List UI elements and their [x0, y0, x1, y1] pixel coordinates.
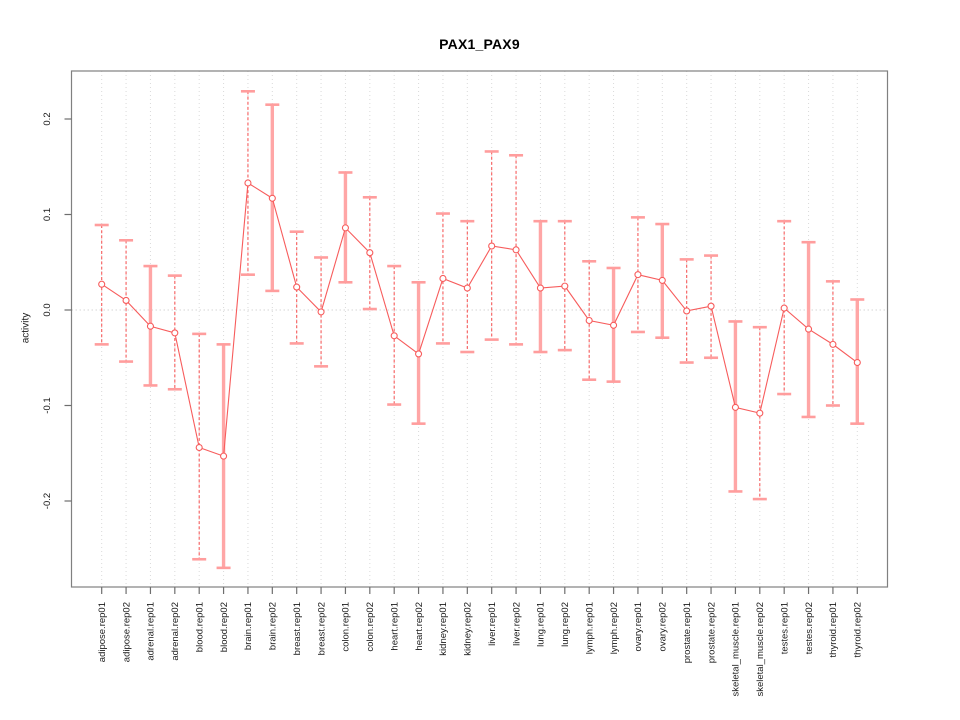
x-tick-label: skeletal_muscle.rep01 — [731, 602, 742, 697]
data-point-marker — [390, 332, 398, 340]
y-tick-label: -0.1 — [42, 397, 53, 413]
data-point-marker — [463, 284, 471, 292]
x-tick-label: liver.rep01 — [487, 602, 498, 646]
x-tick-label: colon.rep02 — [365, 602, 376, 652]
chart-title: PAX1_PAX9 — [439, 36, 520, 52]
data-point-marker — [220, 452, 228, 460]
data-point-marker — [488, 242, 496, 250]
data-point-marker — [171, 329, 179, 337]
x-tick-label: blood.rep02 — [219, 602, 230, 652]
data-point-marker — [317, 308, 325, 316]
plot-frame — [70, 70, 889, 588]
x-tick-label: lymph.rep02 — [609, 602, 620, 654]
x-tick-label: breast.rep01 — [292, 602, 303, 655]
data-point-marker — [98, 280, 106, 288]
y-axis-title: activity — [20, 312, 32, 344]
x-tick-label: lymph.rep01 — [584, 602, 595, 654]
data-point-marker — [853, 358, 861, 367]
x-tick-label: testes.rep01 — [779, 602, 790, 654]
data-point-marker — [341, 224, 349, 232]
x-tick-label: lung.rep01 — [536, 602, 547, 647]
data-point-marker — [146, 322, 154, 330]
x-tick-label: colon.rep01 — [341, 602, 352, 652]
x-tick-label: breast.rep02 — [316, 602, 327, 655]
x-tick-label: thyroid.rep01 — [828, 602, 839, 657]
x-tick-label: ovary.rep02 — [658, 602, 669, 651]
data-point-marker — [707, 302, 715, 310]
x-tick-label: adipose.rep02 — [121, 602, 132, 662]
data-point-marker — [683, 307, 691, 315]
data-point-marker — [536, 284, 544, 292]
data-point-marker — [805, 325, 813, 333]
y-tick-label: 0.0 — [42, 303, 53, 316]
data-point-marker — [585, 316, 593, 325]
data-point-marker — [122, 296, 130, 305]
data-point-marker — [658, 276, 666, 284]
x-tick-label: lung.rep02 — [560, 602, 571, 647]
data-point-marker — [610, 321, 618, 329]
x-tick-label: ovary.rep01 — [633, 602, 644, 651]
data-point-marker — [731, 403, 739, 411]
x-tick-label: kidney.rep02 — [463, 602, 474, 656]
x-tick-label: prostate.rep01 — [682, 602, 693, 663]
y-tick-label: -0.2 — [42, 493, 53, 509]
data-point-marker — [439, 274, 447, 283]
x-tick-label: testes.rep02 — [804, 602, 815, 654]
data-point-marker — [756, 409, 764, 417]
series-line — [101, 182, 858, 457]
data-point-marker — [415, 350, 423, 358]
x-tick-label: adipose.rep01 — [97, 602, 108, 662]
x-tick-label: adrenal.rep01 — [146, 602, 157, 661]
data-point-marker — [780, 304, 788, 312]
data-point-marker — [293, 283, 301, 291]
x-tick-label: kidney.rep01 — [438, 602, 449, 656]
data-point-marker — [244, 179, 252, 187]
x-tick-label: thyroid.rep02 — [853, 602, 864, 657]
data-point-marker — [634, 271, 642, 279]
x-tick-label: adrenal.rep02 — [170, 602, 181, 661]
data-point-marker — [561, 282, 569, 290]
x-tick-label: prostate.rep02 — [706, 602, 717, 663]
y-tick-label: 0.2 — [42, 112, 53, 125]
data-point-marker — [268, 194, 276, 202]
data-point-marker — [829, 340, 837, 348]
x-tick-label: skeletal_muscle.rep02 — [755, 602, 766, 697]
data-point-marker — [366, 249, 374, 257]
data-point-marker — [512, 246, 520, 254]
x-tick-label: heart.rep01 — [389, 602, 400, 651]
y-tick-label: 0.1 — [42, 208, 53, 221]
x-tick-label: heart.rep02 — [414, 602, 425, 651]
x-tick-label: blood.rep01 — [194, 602, 205, 652]
data-point-marker — [195, 443, 203, 452]
x-tick-label: brain.rep01 — [243, 602, 254, 650]
x-tick-label: liver.rep02 — [511, 602, 522, 646]
x-tick-label: brain.rep02 — [268, 602, 279, 650]
